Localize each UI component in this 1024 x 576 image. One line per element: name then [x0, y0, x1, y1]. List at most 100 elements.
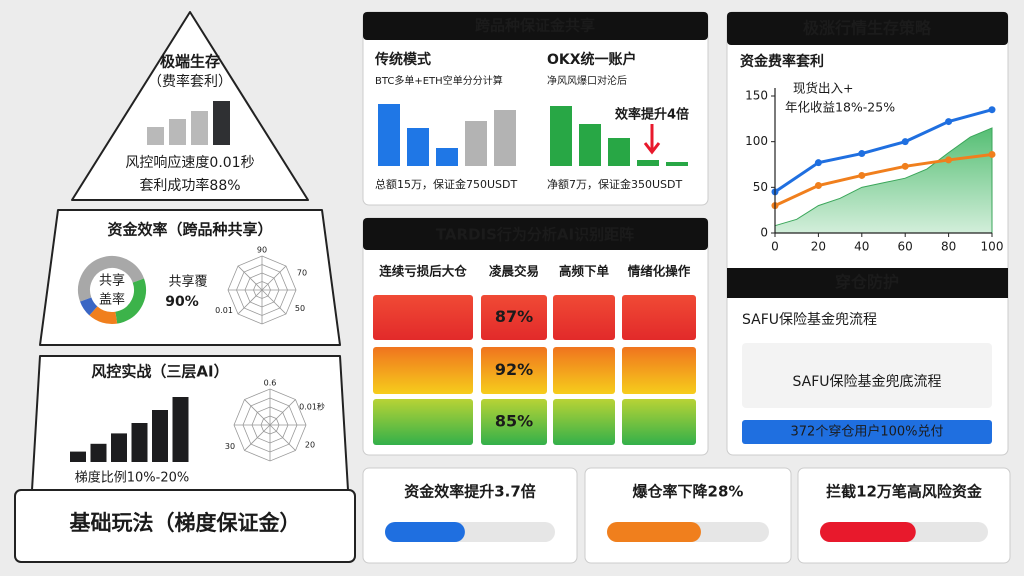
point	[901, 162, 909, 170]
radar-spoke	[269, 424, 296, 451]
stat-label: 资金效率提升3.7倍	[404, 483, 536, 501]
bar	[407, 128, 429, 166]
column-header: 情绪化操作	[628, 264, 691, 279]
matrix-cell	[373, 347, 473, 394]
donut-center: 盖率	[99, 292, 125, 308]
radar-label: 0.01秒	[299, 402, 325, 412]
tier-subtitle: （费率套利）	[148, 73, 232, 90]
protection-text: SAFU保险基金兜流程	[742, 311, 877, 328]
matrix-cell	[373, 399, 473, 445]
bar	[191, 111, 208, 145]
donut-value: 90%	[165, 294, 199, 310]
arrow	[643, 124, 661, 155]
bar	[213, 101, 230, 145]
panel-title: 穿仓防护	[835, 273, 899, 292]
panel-title: 跨品种保证金共享	[475, 17, 595, 35]
protection-header	[727, 268, 1008, 298]
bar	[172, 397, 189, 462]
radar-spoke	[261, 265, 287, 291]
radar-spoke	[261, 289, 287, 315]
bar	[147, 127, 164, 145]
safu-text: SAFU保险基金兜底流程	[792, 373, 941, 390]
matrix-cell	[553, 295, 615, 340]
radar-spoke	[237, 289, 263, 315]
y-tick-label: 0	[760, 226, 768, 240]
x-tick-label: 80	[941, 240, 956, 254]
point	[945, 156, 953, 164]
point	[901, 138, 909, 146]
tier-text: 梯度比例10%-20%	[75, 470, 189, 486]
bar	[169, 119, 186, 145]
matrix-cell	[481, 295, 547, 340]
bar	[550, 106, 572, 166]
sub-note: 总额15万，保证金750USDT	[375, 177, 517, 191]
matrix-cell	[622, 295, 696, 340]
bar	[378, 104, 400, 166]
stat-label: 爆仓率下降28%	[633, 483, 744, 501]
tier-text: 套利成功率88%	[139, 177, 240, 194]
sub-title: OKX统一账户	[547, 51, 637, 68]
point	[988, 106, 996, 114]
pyramid-top	[71, 11, 309, 201]
x-tick-label: 100	[981, 240, 1004, 254]
column-header: 高频下单	[559, 264, 610, 279]
x-tick-label: 40	[854, 240, 869, 254]
bar	[436, 148, 458, 166]
tier-title: 风控实战（三层AI）	[91, 363, 228, 381]
pyramid-base	[14, 489, 356, 563]
radar-label: 0.6	[264, 379, 277, 388]
tier-title: 极端生存	[160, 53, 220, 71]
progress-bar	[607, 522, 701, 542]
radar-spoke	[269, 399, 296, 426]
point	[814, 182, 822, 190]
point	[858, 171, 866, 179]
matrix-cell	[481, 347, 547, 394]
margin-header	[363, 12, 708, 40]
point	[858, 150, 866, 158]
radar-label: 30	[225, 442, 235, 451]
point	[988, 150, 996, 158]
bar	[152, 410, 168, 462]
sub-desc: BTC多单+ETH空单分分计算	[375, 74, 503, 87]
bar	[90, 443, 107, 462]
tier-text: 风控响应速度0.01秒	[125, 154, 254, 171]
stat-label: 拦截12万笔高风险资金	[826, 483, 983, 501]
radar-label: 50	[295, 304, 305, 313]
radar-label: 20	[305, 440, 315, 449]
matrix-cell	[553, 347, 615, 394]
y-tick-label: 100	[745, 134, 768, 148]
x-tick-label: 0	[771, 240, 779, 254]
donut-side: 共享覆	[168, 274, 207, 290]
bar	[111, 433, 127, 462]
radar-spoke	[244, 399, 271, 426]
survival-header	[727, 12, 1008, 45]
bar	[579, 124, 601, 166]
panel-title: TARDIS行为分析AI识别距阵	[436, 226, 634, 244]
safu-box	[742, 343, 992, 408]
x-tick-label: 60	[898, 240, 913, 254]
sub-desc: 净风风爆口对沦后	[547, 74, 627, 87]
donut-segment	[78, 256, 146, 324]
base-title: 基础玩法（梯度保证金）	[70, 511, 301, 535]
radar-label: 0.01	[215, 306, 233, 315]
column-header: 连续亏损后大仓	[379, 264, 467, 279]
progress-bar	[385, 522, 465, 542]
point	[814, 159, 822, 167]
donut-segment	[78, 256, 146, 324]
y-tick-label: 150	[745, 89, 768, 103]
y-tick-label: 50	[753, 180, 768, 194]
matrix-cell	[622, 347, 696, 394]
area	[774, 127, 993, 234]
line	[774, 108, 993, 194]
sub-title: 传统模式	[374, 51, 431, 68]
bar	[608, 138, 630, 166]
x-tick-label: 20	[811, 240, 826, 254]
progress-bar	[820, 522, 916, 542]
radar-spoke	[244, 424, 271, 451]
radar-label: 90	[257, 246, 267, 255]
sub-note: 净额7万，保证金350USDT	[547, 177, 682, 191]
matrix-cell	[481, 399, 547, 445]
bar	[131, 423, 148, 462]
tier-title: 资金效率（跨品种共享）	[107, 221, 272, 239]
